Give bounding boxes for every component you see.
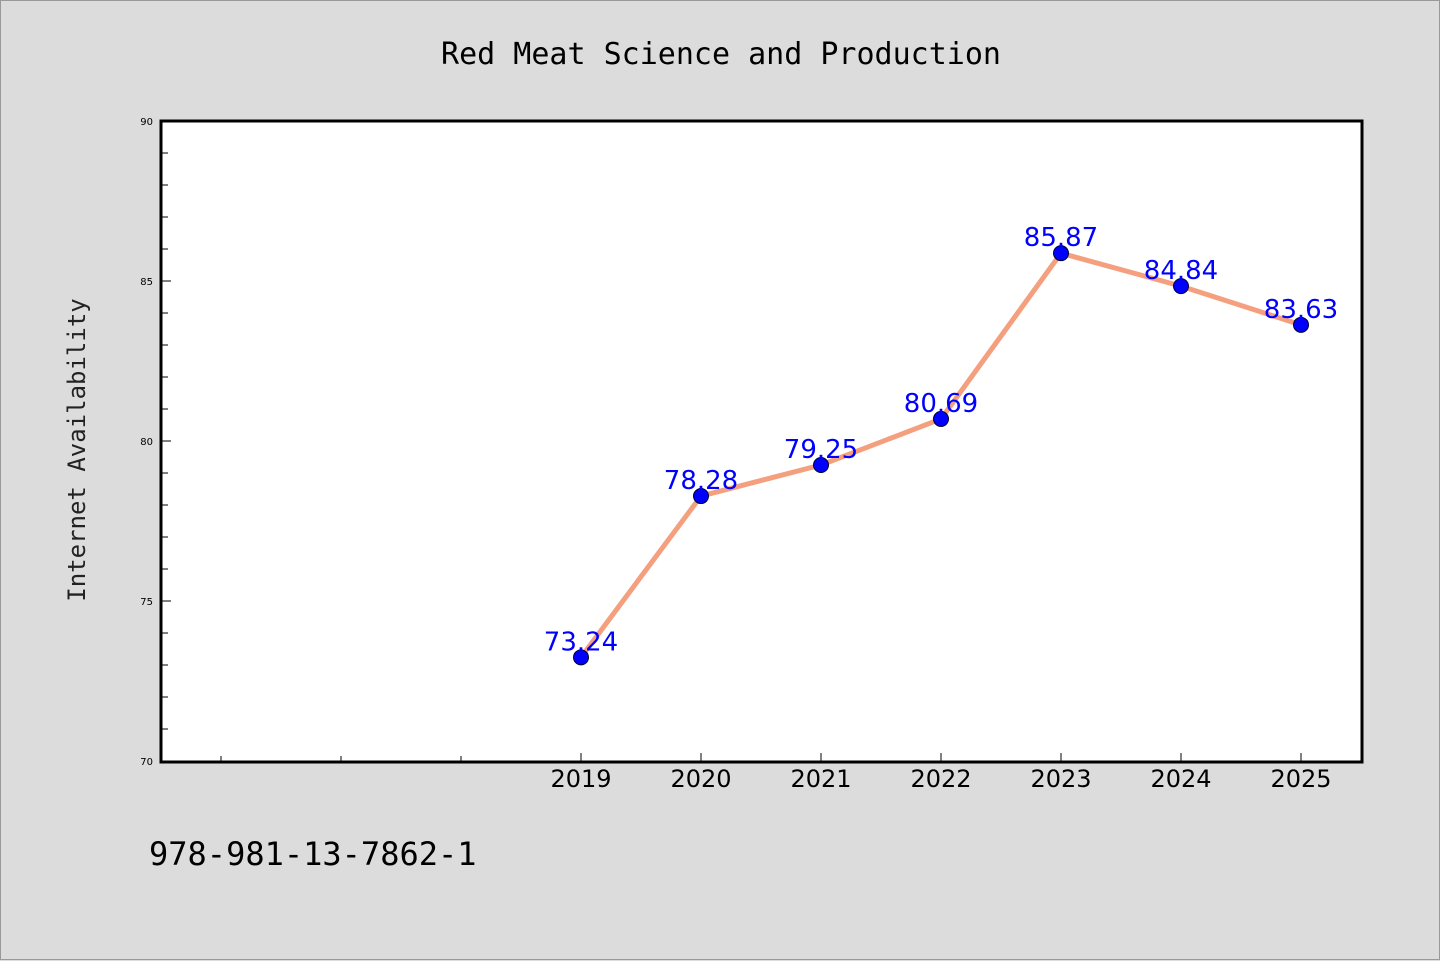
- data-labels-group: 73.24 78.28 79.25 80.69 85.87 84.84 83.63: [544, 223, 1338, 657]
- y-tick-label: 85: [140, 277, 153, 288]
- x-tick-label-2023: 2023: [1030, 765, 1091, 793]
- y-tick-label: 90: [140, 117, 153, 128]
- x-tick-label-2022: 2022: [910, 765, 971, 793]
- data-point-2021: [813, 457, 829, 473]
- data-label-2022: 80.69: [904, 389, 978, 419]
- data-label-2020: 78.28: [664, 466, 738, 496]
- footer-isbn: 978-981-13-7862-1: [149, 835, 477, 873]
- data-point-2022: [933, 410, 949, 427]
- y-tick-label: 75: [140, 597, 153, 608]
- x-tick-label-2019: 2019: [550, 765, 611, 793]
- chart-title: Red Meat Science and Production: [441, 37, 1001, 72]
- y-axis-label: Internet Availability: [63, 298, 91, 601]
- data-label-2023: 85.87: [1024, 223, 1098, 253]
- x-tick-label-2024: 2024: [1150, 765, 1211, 793]
- data-label-2019: 73.24: [544, 627, 618, 657]
- y-tick-label: 70: [140, 757, 153, 768]
- y-axis: 70 75 80 85 90: [140, 117, 171, 768]
- x-axis: 2019 2020 2021 2022 2023 2024 2025: [220, 753, 1332, 793]
- data-label-2024: 84.84: [1144, 256, 1218, 286]
- data-point-2025: [1293, 316, 1309, 333]
- data-label-2025: 83.63: [1264, 295, 1338, 325]
- data-point-2024: [1173, 278, 1189, 295]
- data-label-2021: 79.25: [784, 435, 858, 465]
- x-tick-label-2020: 2020: [670, 765, 731, 793]
- x-tick-label-2021: 2021: [790, 765, 851, 793]
- data-point-2019: [573, 649, 589, 666]
- plot-area: [159, 119, 1364, 764]
- data-point-2023: [1053, 245, 1069, 262]
- markers-group: [573, 245, 1309, 666]
- x-tick-label-2025: 2025: [1270, 765, 1331, 793]
- data-point-2020: [693, 488, 709, 505]
- y-tick-label: 80: [140, 437, 153, 448]
